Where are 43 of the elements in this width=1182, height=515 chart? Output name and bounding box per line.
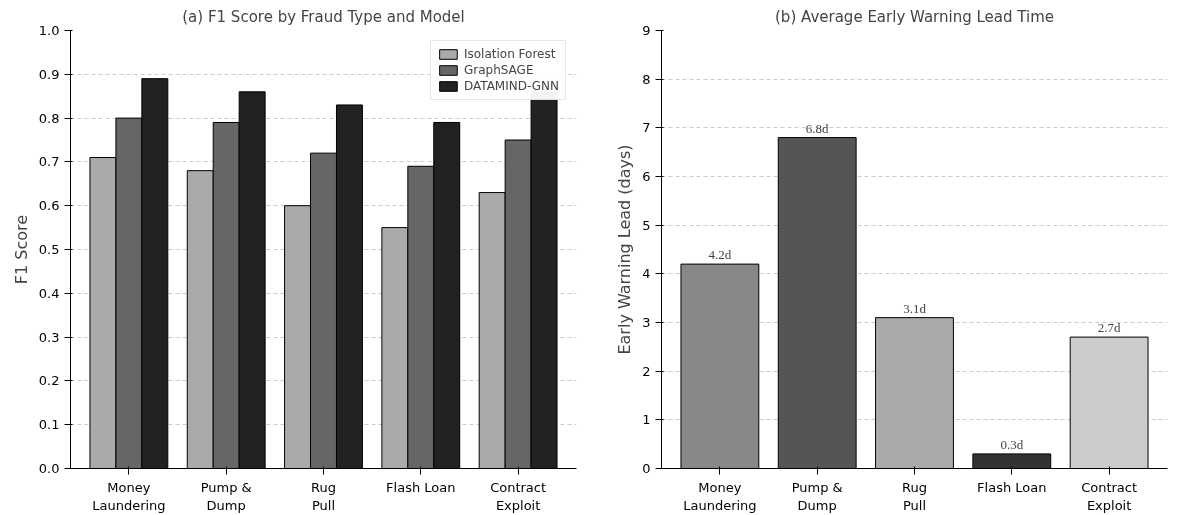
x-tick-label: Pump & Dump: [791, 479, 843, 513]
y-tick-label: 0.2: [38, 373, 60, 389]
x-tick-label: Flash Loan: [386, 479, 456, 495]
x-tick-label: Rug Pull: [902, 479, 927, 513]
y-axis-title: Early Warning Lead (days): [615, 144, 635, 355]
y-tick-label: 0.5: [38, 242, 60, 257]
y-tick-label: 0.7: [38, 154, 60, 170]
y-tick-label: 0.8: [38, 110, 60, 126]
x-tick-label: Money Laundering: [683, 479, 757, 513]
x-tick-label: Pump & Dump: [200, 479, 252, 513]
y-tick-label: 0.1: [38, 417, 60, 433]
y-tick-label: 8: [642, 71, 651, 87]
y-axis-title: F1 Score: [11, 214, 31, 285]
legend-label: GraphSAGE: [463, 63, 534, 77]
x-tick-label: Contract Exploit: [490, 479, 547, 513]
x-tick-label: Flash Loan: [977, 479, 1047, 495]
data-label: 0.3d: [1000, 436, 1024, 452]
x-tick-label: Money Laundering: [92, 479, 166, 513]
y-tick-label: 6: [642, 169, 651, 184]
y-tick-label: 0.0: [38, 461, 60, 476]
y-tick-label: 9: [642, 23, 651, 38]
data-label: 4.2d: [708, 247, 732, 263]
y-tick-label: 2: [642, 363, 651, 379]
y-tick-label: 0.4: [38, 285, 60, 301]
y-tick-label: 0: [642, 461, 651, 476]
data-label: 6.8d: [805, 120, 830, 136]
chart-title: (a) F1 Score by Fraud Type and Model: [182, 7, 465, 26]
y-tick-label: 5: [642, 217, 651, 233]
y-tick-label: 1.0: [38, 23, 60, 38]
y-tick-label: 0.6: [38, 198, 60, 214]
legend-label: Isolation Forest: [463, 47, 556, 61]
y-tick-label: 3: [642, 315, 651, 330]
data-label: 3.1d: [903, 300, 927, 316]
data-label: 2.7d: [1097, 320, 1121, 336]
y-tick-label: 4: [642, 266, 651, 282]
y-tick-label: 0.3: [38, 329, 60, 345]
y-tick-label: 1: [642, 412, 651, 428]
y-tick-label: 0.9: [38, 66, 60, 82]
x-tick-label: Rug Pull: [311, 479, 336, 513]
y-tick-label: 7: [642, 120, 651, 136]
x-tick-label: Contract Exploit: [1081, 479, 1138, 513]
legend-label: DATAMIND-GNN: [463, 79, 559, 93]
chart-title: (b) Average Early Warning Lead Time: [775, 7, 1054, 26]
